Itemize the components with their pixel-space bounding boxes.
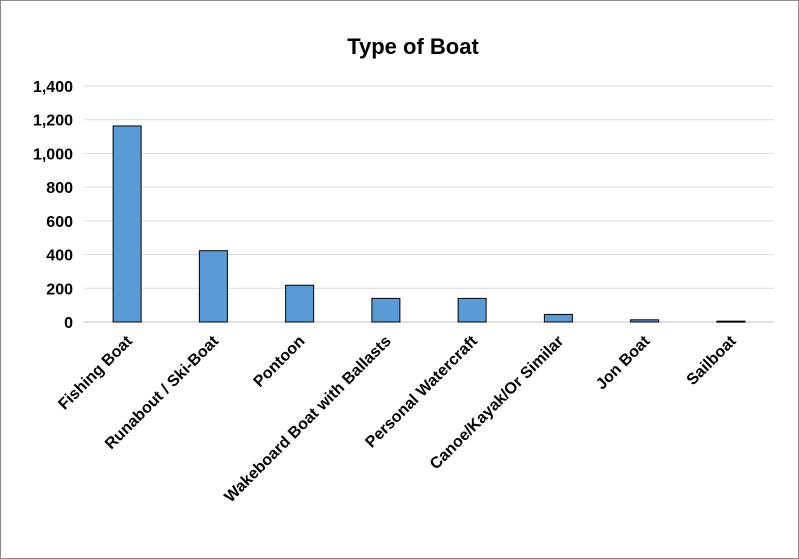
bar bbox=[198, 250, 228, 323]
bar bbox=[457, 297, 487, 323]
bar bbox=[543, 313, 573, 323]
y-tick-label: 800 bbox=[46, 180, 73, 197]
x-tick-label: Fishing Boat bbox=[55, 332, 136, 413]
x-tick-label: Sailboat bbox=[684, 332, 741, 389]
x-tick-label: Jon Boat bbox=[593, 332, 654, 393]
bar bbox=[630, 319, 660, 323]
bar bbox=[285, 284, 315, 323]
x-tick-label: Wakeboard Boat with Ballasts bbox=[222, 333, 395, 506]
bars bbox=[112, 125, 746, 323]
y-tick-label: 400 bbox=[46, 248, 73, 265]
chart-title: Type of Boat bbox=[347, 34, 479, 59]
y-tick-label: 1,200 bbox=[33, 113, 73, 130]
bar bbox=[112, 125, 142, 323]
y-axis: 0 200 400 600 800 1,000 1,200 1,400 bbox=[33, 79, 73, 332]
y-tick-label: 0 bbox=[64, 315, 73, 332]
x-tick-label: Pontoon bbox=[251, 333, 309, 391]
bar bbox=[371, 297, 401, 323]
bar bbox=[716, 320, 746, 323]
gridlines bbox=[84, 85, 774, 323]
y-tick-label: 1,000 bbox=[33, 146, 73, 163]
y-tick-label: 1,400 bbox=[33, 79, 73, 96]
y-tick-label: 600 bbox=[46, 214, 73, 231]
y-tick-label: 200 bbox=[46, 281, 73, 298]
